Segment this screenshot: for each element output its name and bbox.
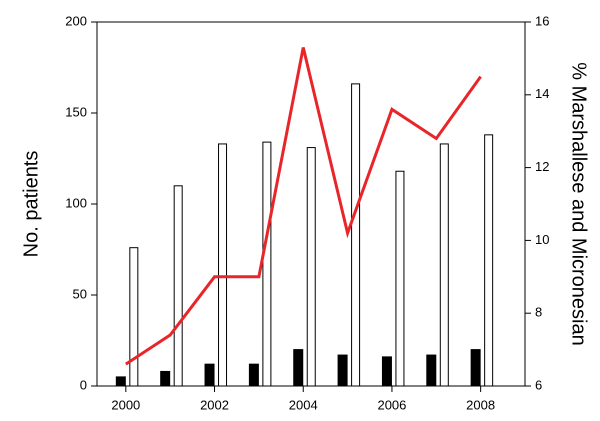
y-tick-label: 200	[65, 13, 87, 28]
bar	[248, 363, 259, 387]
bar	[129, 247, 139, 387]
x-tick-label: 2000	[111, 397, 140, 412]
bar	[426, 354, 437, 387]
y2-tick-label: 10	[535, 232, 549, 247]
bar	[470, 349, 481, 387]
bar	[337, 354, 348, 387]
y2-tick-label: 6	[535, 377, 542, 392]
plot-frame	[96, 21, 526, 387]
bar	[484, 134, 494, 387]
bar	[439, 143, 449, 387]
x-tick-label: 2004	[289, 397, 318, 412]
bar	[218, 143, 228, 387]
bar	[381, 356, 392, 387]
y-axis-label: No. patients	[20, 151, 42, 258]
x-tick-label: 2008	[466, 397, 495, 412]
x-tick-label: 2002	[200, 397, 229, 412]
bar	[262, 141, 272, 387]
bar	[173, 185, 183, 387]
y-tick-label: 50	[73, 286, 87, 301]
y-tick-label: 100	[65, 195, 87, 210]
y2-tick-label: 14	[535, 86, 549, 101]
y2-axis-label: % Marshallese and Micronesian	[568, 62, 590, 345]
y-tick-label: 150	[65, 104, 87, 119]
y2-tick-label: 16	[535, 13, 549, 28]
x-tick-label: 2006	[377, 397, 406, 412]
bar	[115, 376, 126, 387]
y2-tick-label: 12	[535, 159, 549, 174]
y-tick-label: 0	[80, 377, 87, 392]
line	[125, 47, 482, 366]
bar	[160, 370, 171, 387]
y2-tick-label: 8	[535, 305, 542, 320]
bar	[306, 147, 316, 387]
bar	[351, 83, 361, 387]
bar	[293, 349, 304, 387]
bar	[395, 170, 405, 387]
bar	[204, 363, 215, 387]
